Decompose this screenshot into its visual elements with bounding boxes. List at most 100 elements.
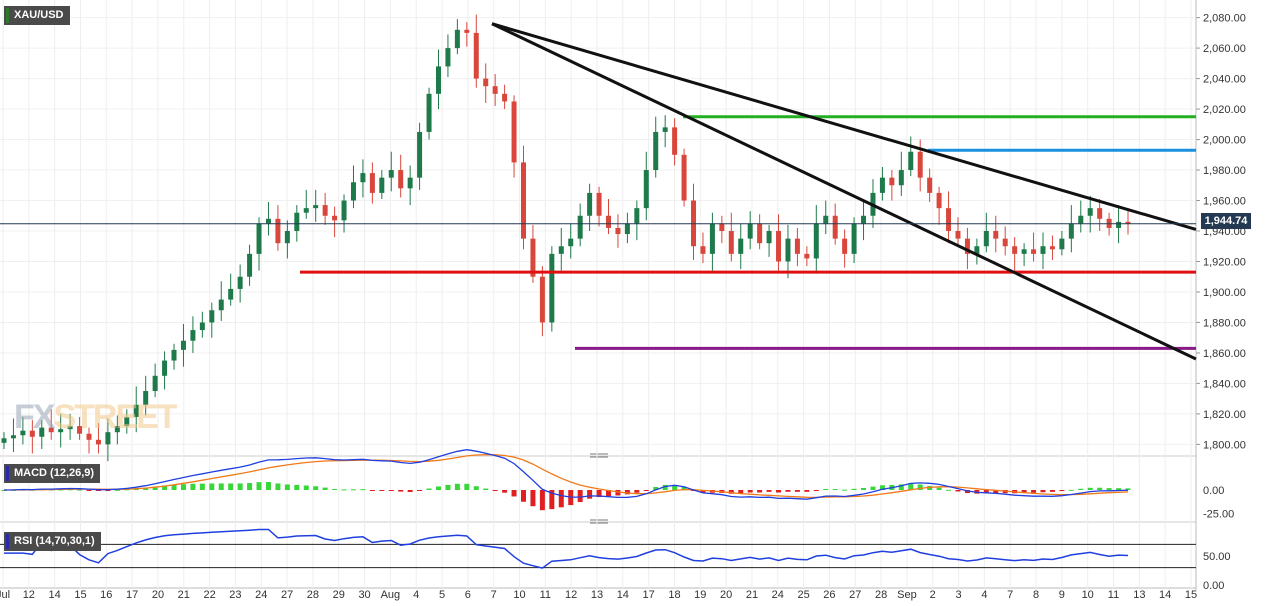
macd-histogram-bar — [77, 489, 83, 491]
candle-body — [539, 276, 545, 323]
candle-body — [237, 276, 243, 289]
macd-histogram-bar — [417, 490, 423, 491]
macd-histogram-bar — [284, 484, 290, 490]
candle-body — [143, 391, 149, 405]
y-tick-label: 2,020.00 — [1203, 104, 1246, 116]
candle-body — [587, 192, 593, 216]
candle-body — [794, 238, 800, 254]
candle-body — [936, 192, 942, 209]
macd-histogram-bar — [530, 490, 536, 507]
x-tick-label: 15 — [1185, 589, 1197, 601]
candle-body — [1125, 221, 1131, 224]
candle-body — [379, 177, 385, 193]
y-tick-label: 1,840.00 — [1203, 378, 1246, 390]
macd-histogram-bar — [341, 489, 347, 491]
current-price-tag: 1,944.74 — [1201, 213, 1251, 229]
macd-histogram-bar — [388, 490, 394, 491]
macd-histogram-bar — [643, 490, 649, 491]
candle-body — [492, 86, 498, 94]
macd-histogram-bar — [870, 486, 876, 490]
macd-histogram-bar — [199, 483, 205, 490]
macd-histogram-bar — [917, 484, 923, 490]
x-tick-label: 7 — [491, 589, 497, 601]
candle-body — [511, 101, 517, 163]
rsi-line — [4, 528, 1129, 569]
candle-body — [284, 231, 290, 244]
y-tick-label: 1,920.00 — [1203, 256, 1246, 268]
x-tick-label: 14 — [49, 589, 61, 601]
macd-histogram-bar — [379, 490, 385, 491]
candle-body — [520, 162, 526, 239]
candle-body — [322, 205, 328, 216]
macd-histogram-bar — [303, 485, 309, 490]
candle-body — [58, 429, 64, 433]
candle-body — [974, 246, 980, 254]
x-tick-label: 21 — [178, 589, 190, 601]
macd-histogram-bar — [350, 489, 356, 491]
macd-histogram-bar — [473, 486, 479, 490]
candle-body — [927, 177, 933, 193]
macd-histogram-bar — [95, 490, 101, 491]
candle-body — [653, 131, 659, 171]
candle-body — [360, 173, 366, 183]
macd-label[interactable]: MACD (12,26,9) — [4, 464, 101, 483]
macd-histogram-bar — [993, 490, 999, 494]
candle-body — [162, 360, 168, 376]
candle-body — [615, 227, 621, 235]
x-tick-label: 19 — [694, 589, 706, 601]
candle-body — [757, 223, 763, 244]
macd-histogram-bar — [454, 483, 460, 490]
candle-body — [77, 426, 83, 434]
symbol-label[interactable]: XAU/USD — [4, 6, 70, 25]
x-tick-label: 17 — [126, 589, 138, 601]
candle-body — [1116, 221, 1122, 228]
candle-body — [1002, 238, 1008, 247]
candle-body — [879, 177, 885, 193]
x-tick-label: 8 — [1033, 589, 1039, 601]
macd-histogram-bar — [766, 490, 772, 492]
candle-body — [256, 223, 262, 254]
y-tick-label: 2,040.00 — [1203, 74, 1246, 86]
macd-histogram-bar — [700, 490, 706, 493]
candle-body — [1087, 208, 1093, 216]
y-tick-label: 1,880.00 — [1203, 317, 1246, 329]
candle-body — [180, 340, 186, 350]
macd-histogram-bar — [634, 490, 640, 493]
x-tick-label: 5 — [439, 589, 445, 601]
macd-histogram-bar — [398, 490, 404, 492]
macd-histogram-bar — [502, 490, 508, 493]
rsi-label[interactable]: RSI (14,70,30,1) — [4, 532, 101, 551]
candle-body — [1097, 208, 1103, 219]
candle-body — [804, 253, 810, 259]
macd-histogram-bar — [294, 484, 300, 490]
y-tick-label: 50.00 — [1203, 551, 1231, 563]
macd-histogram-bar — [407, 490, 413, 493]
macd-histogram-bar — [464, 483, 470, 490]
candle-body — [265, 218, 271, 224]
candle-body — [851, 223, 857, 254]
candle-body — [709, 223, 715, 254]
candle-body — [20, 430, 26, 436]
macd-histogram-bar — [492, 490, 498, 491]
macd-histogram-bar — [558, 490, 564, 508]
macd-histogram-bar — [747, 490, 753, 493]
candle-body — [67, 426, 73, 430]
y-tick-label: -25.00 — [1203, 508, 1234, 520]
macd-histogram-bar — [435, 486, 441, 490]
macd-histogram-bar — [624, 490, 630, 495]
candle-body — [435, 66, 441, 94]
macd-histogram-bar — [190, 483, 196, 490]
x-tick-label: 11 — [1108, 589, 1119, 601]
x-tick-label: Sep — [897, 589, 917, 601]
candle-body — [1068, 223, 1074, 239]
y-tick-label: 1,980.00 — [1203, 165, 1246, 177]
x-tick-label: 29 — [333, 589, 345, 601]
macd-histogram-bar — [946, 489, 952, 491]
macd-line — [3, 449, 1129, 500]
candle-body — [1078, 215, 1084, 224]
x-tick-label: 26 — [823, 589, 835, 601]
fxstreet-logo: FXSTREET — [14, 398, 178, 436]
candle-body — [624, 223, 630, 235]
macd-histogram-bar — [804, 490, 810, 492]
macd-histogram-bar — [832, 489, 838, 491]
